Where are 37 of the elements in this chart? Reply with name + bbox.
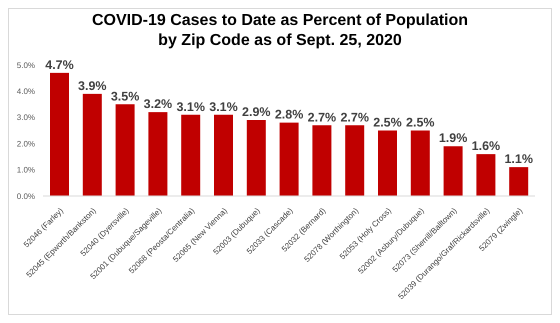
bar bbox=[312, 125, 332, 196]
bar bbox=[246, 120, 266, 196]
data-label: 2.8% bbox=[274, 108, 304, 122]
data-label: 3.5% bbox=[110, 89, 140, 104]
data-label: 2.5% bbox=[406, 116, 435, 130]
y-tick-label: 3.0% bbox=[16, 113, 35, 122]
data-label: 3.2% bbox=[144, 97, 172, 112]
data-label: 2.7% bbox=[308, 110, 336, 124]
bar bbox=[116, 104, 135, 196]
data-label: 1.9% bbox=[438, 131, 468, 146]
y-tick-label: 1.0% bbox=[16, 166, 35, 175]
y-tick-label: 5.0% bbox=[16, 60, 35, 70]
data-label: 3.1% bbox=[209, 100, 238, 114]
y-tick-label: 0.0% bbox=[16, 192, 35, 201]
data-label: 1.1% bbox=[504, 152, 533, 166]
data-label: 3.9% bbox=[78, 78, 107, 93]
bar bbox=[181, 114, 200, 196]
bar bbox=[509, 167, 528, 196]
data-label: 2.5% bbox=[373, 116, 402, 130]
data-label: 1.6% bbox=[472, 139, 500, 154]
bar bbox=[148, 112, 168, 196]
data-label: 2.7% bbox=[340, 110, 369, 124]
bar bbox=[444, 146, 463, 196]
data-label: 4.7% bbox=[45, 58, 74, 72]
bar bbox=[214, 114, 233, 196]
bar bbox=[82, 94, 102, 196]
bar bbox=[280, 122, 299, 196]
data-label: 2.9% bbox=[242, 105, 271, 120]
bar bbox=[345, 125, 364, 196]
bar bbox=[378, 130, 397, 196]
data-label: 3.1% bbox=[176, 100, 205, 114]
bar bbox=[476, 154, 496, 196]
bar bbox=[410, 130, 430, 196]
y-tick-label: 4.0% bbox=[16, 87, 35, 96]
chart-title: COVID-19 Cases to Date as Percent of Population by Zip Code as of Sept. 25, 2020 bbox=[90, 11, 470, 51]
y-tick-label: 2.0% bbox=[16, 139, 35, 148]
bar bbox=[50, 72, 69, 196]
